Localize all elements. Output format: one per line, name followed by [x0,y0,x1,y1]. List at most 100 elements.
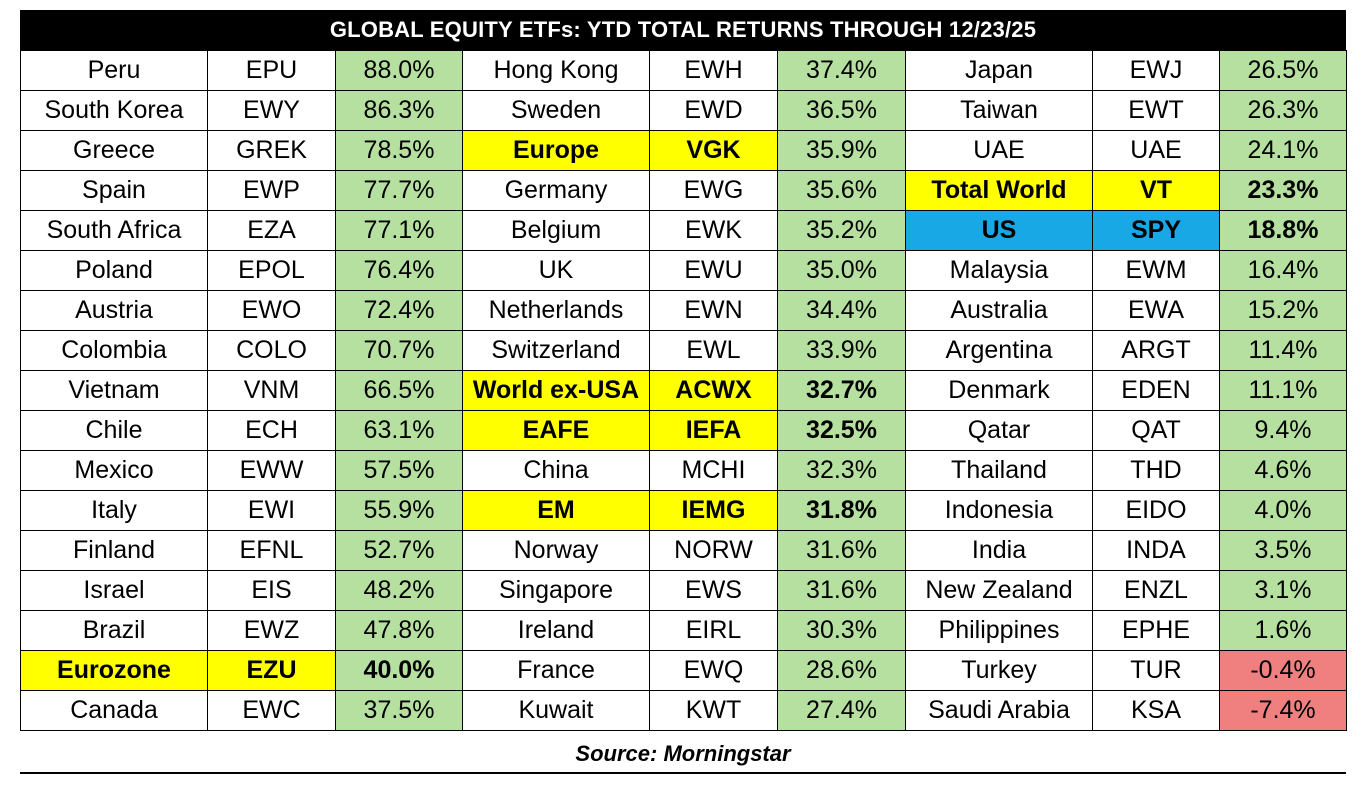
ticker-cell: EWG [649,170,778,211]
ticker-cell: GREK [207,130,336,171]
table-row: Spain EWP 77.7% Germany EWG 35.6% Total World V… [20,170,1347,211]
ticker-cell: EZA [207,210,336,251]
ticker-cell: MCHI [649,450,778,491]
return-cell: 26.5% [1219,50,1347,91]
return-cell: 4.6% [1219,450,1347,491]
ticker-cell: VT [1092,170,1220,211]
ticker-cell: EZU [207,650,336,691]
ticker-cell: ECH [207,410,336,451]
ticker-cell: THD [1092,450,1220,491]
country-cell: Hong Kong [462,50,650,91]
ticker-cell: EWP [207,170,336,211]
return-cell: 32.3% [777,450,906,491]
ticker-cell: KWT [649,690,778,731]
table-row: Greece GREK 78.5% Europe VGK 35.9% UAE UAE 24.1% [20,130,1347,171]
table-row: Vietnam VNM 66.5% World ex-USA ACWX 32.7% Denm… [20,370,1347,411]
bottom-rule [20,772,1346,774]
return-cell: -7.4% [1219,690,1347,731]
return-cell: 47.8% [335,610,463,651]
country-cell: Saudi Arabia [905,690,1093,731]
return-cell: 57.5% [335,450,463,491]
return-cell: 24.1% [1219,130,1347,171]
return-cell: 48.2% [335,570,463,611]
return-cell: 31.6% [777,570,906,611]
table-row: Israel EIS 48.2% Singapore EWS 31.6% New Zeala… [20,570,1347,611]
country-cell: Colombia [20,330,208,371]
returns-table: Peru EPU 88.0% Hong Kong EWH 37.4% Japan EWJ 26.… [20,50,1347,731]
ticker-cell: EWK [649,210,778,251]
table-row: Chile ECH 63.1% EAFE IEFA 32.5% Qatar QAT 9.4% [20,410,1347,451]
table-row: South Korea EWY 86.3% Sweden EWD 36.5% Taiwan E… [20,90,1347,131]
country-cell: Netherlands [462,290,650,331]
return-cell: 32.7% [777,370,906,411]
country-cell: Norway [462,530,650,571]
country-cell: Peru [20,50,208,91]
country-cell: Philippines [905,610,1093,651]
ticker-cell: EWW [207,450,336,491]
country-cell: Taiwan [905,90,1093,131]
country-cell: Europe [462,130,650,171]
country-cell: Japan [905,50,1093,91]
return-cell: 70.7% [335,330,463,371]
return-cell: 11.1% [1219,370,1347,411]
return-cell: 33.9% [777,330,906,371]
country-cell: Ireland [462,610,650,651]
ticker-cell: IEMG [649,490,778,531]
ticker-cell: VGK [649,130,778,171]
ticker-cell: NORW [649,530,778,571]
country-cell: Belgium [462,210,650,251]
ticker-cell: INDA [1092,530,1220,571]
ticker-cell: EIRL [649,610,778,651]
country-cell: France [462,650,650,691]
ticker-cell: VNM [207,370,336,411]
return-cell: 9.4% [1219,410,1347,451]
return-cell: 15.2% [1219,290,1347,331]
country-cell: UK [462,250,650,291]
ticker-cell: EWY [207,90,336,131]
return-cell: 35.9% [777,130,906,171]
country-cell: Austria [20,290,208,331]
return-cell: 1.6% [1219,610,1347,651]
country-cell: Argentina [905,330,1093,371]
return-cell: -0.4% [1219,650,1347,691]
country-cell: Indonesia [905,490,1093,531]
country-cell: Denmark [905,370,1093,411]
country-cell: Eurozone [20,650,208,691]
country-cell: Malaysia [905,250,1093,291]
ticker-cell: COLO [207,330,336,371]
ticker-cell: EWC [207,690,336,731]
ticker-cell: EWS [649,570,778,611]
country-cell: New Zealand [905,570,1093,611]
country-cell: US [905,210,1093,251]
return-cell: 16.4% [1219,250,1347,291]
return-cell: 37.4% [777,50,906,91]
return-cell: 78.5% [335,130,463,171]
return-cell: 31.8% [777,490,906,531]
ticker-cell: EWJ [1092,50,1220,91]
ticker-cell: EWN [649,290,778,331]
country-cell: Germany [462,170,650,211]
country-cell: Sweden [462,90,650,131]
table-row: Mexico EWW 57.5% China MCHI 32.3% Thailand THD 4… [20,450,1347,491]
return-cell: 52.7% [335,530,463,571]
ticker-cell: EPOL [207,250,336,291]
return-cell: 55.9% [335,490,463,531]
country-cell: Kuwait [462,690,650,731]
ticker-cell: EWD [649,90,778,131]
ticker-cell: EFNL [207,530,336,571]
country-cell: Spain [20,170,208,211]
return-cell: 30.3% [777,610,906,651]
returns-table-container: GLOBAL EQUITY ETFs: YTD TOTAL RETURNS TH… [20,10,1347,731]
ticker-cell: EDEN [1092,370,1220,411]
return-cell: 4.0% [1219,490,1347,531]
return-cell: 40.0% [335,650,463,691]
table-row: Italy EWI 55.9% EM IEMG 31.8% Indonesia EIDO 4.0… [20,490,1347,531]
country-cell: Israel [20,570,208,611]
ticker-cell: EWL [649,330,778,371]
ticker-cell: EWQ [649,650,778,691]
table-row: Poland EPOL 76.4% UK EWU 35.0% Malaysia EWM 16.4… [20,250,1347,291]
country-cell: Greece [20,130,208,171]
country-cell: Canada [20,690,208,731]
ticker-cell: EWI [207,490,336,531]
table-row: Finland EFNL 52.7% Norway NORW 31.6% India INDA… [20,530,1347,571]
